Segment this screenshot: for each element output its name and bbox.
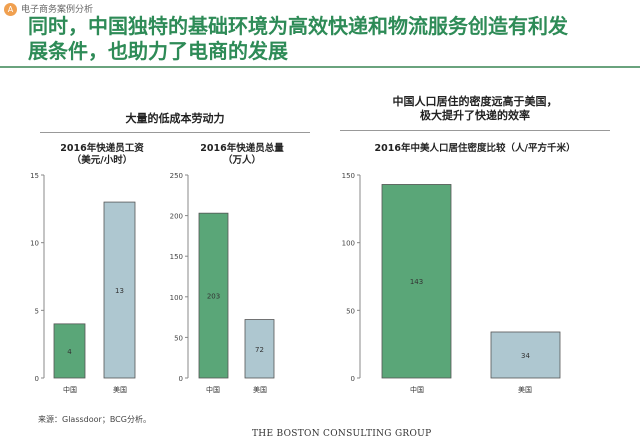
title-line-2: 展条件，也助力了电商的发展 <box>28 39 288 63</box>
chart-3-title: 2016年中美人口居住密度比较（人/平方千米） <box>345 143 605 155</box>
chart-2-title: 2016年快递员总量 （万人） <box>182 143 302 167</box>
chart-3-y-tick-label: 50 <box>346 307 355 315</box>
chart-3-y-tick-label: 0 <box>351 375 355 383</box>
chart-3-data-label-2: 34 <box>521 352 530 360</box>
chart-1-title-line-1: 2016年快递员工资 <box>60 143 144 154</box>
chart-1-title-line-2: （美元/小时） <box>71 155 133 166</box>
chart-2-y-tick-label: 0 <box>179 375 183 383</box>
left-section-rule <box>40 132 310 133</box>
chart-1-data-label-1: 4 <box>67 348 72 356</box>
chart-3-category-label-2: 美国 <box>518 385 532 394</box>
chart-2-title-line-1: 2016年快递员总量 <box>200 143 284 154</box>
chart-1-y-tick-label: 5 <box>35 307 39 315</box>
right-heading-line-1: 中国人口居住的密度远高于美国， <box>392 95 558 108</box>
chart-3-data-label-1: 143 <box>410 278 423 286</box>
chart-1-bar-1 <box>53 323 86 379</box>
chart-2-bar-1 <box>198 212 229 379</box>
chart-1-y-tick-label: 15 <box>30 172 39 180</box>
chart-2-title-line-2: （万人） <box>222 155 261 166</box>
chart-3-y-tick-label: 150 <box>342 172 355 180</box>
chart-1-category-label-1: 中国 <box>63 385 77 394</box>
chart-2-y-tick-label: 100 <box>170 294 183 302</box>
chart-3-bar-1 <box>381 184 452 379</box>
chart-2-category-label-2: 美国 <box>253 385 267 394</box>
chart-2-data-label-2: 72 <box>255 346 264 354</box>
chart-2-y-tick-label: 150 <box>170 253 183 261</box>
chart-3-category-label-1: 中国 <box>410 385 424 394</box>
right-section-heading: 中国人口居住的密度远高于美国， 极大提升了快递的效率 <box>340 95 610 123</box>
chart-2-y-tick-label: 200 <box>170 213 183 221</box>
chart-2-data-label-1: 203 <box>207 293 220 301</box>
page-title: 同时，中国独特的基础环境为高效快递和物流服务创造有利发 展条件，也助力了电商的发… <box>28 14 628 64</box>
chart-1-title: 2016年快递员工资 （美元/小时） <box>42 143 162 167</box>
chart-2-bar-2 <box>244 319 275 379</box>
title-line-1: 同时，中国独特的基础环境为高效快递和物流服务创造有利发 <box>28 14 568 38</box>
chart-1-y-tick-label: 0 <box>35 375 39 383</box>
chart-1-bar-2 <box>103 201 136 379</box>
chart-3-bar-2 <box>490 331 561 379</box>
title-divider <box>0 66 640 68</box>
right-section-rule <box>340 130 610 131</box>
chart-3-y-tick-label: 100 <box>342 240 355 248</box>
chart-2-y-tick-label: 250 <box>170 172 183 180</box>
chart-1-y-tick-label: 10 <box>30 240 39 248</box>
right-heading-line-2: 极大提升了快递的效率 <box>420 109 530 122</box>
bcg-logo: THE BOSTON CONSULTING GROUP <box>252 429 432 439</box>
chart-1-category-label-2: 美国 <box>113 385 127 394</box>
chart-2-category-label-1: 中国 <box>206 385 220 394</box>
breadcrumb: 电子商务案例分析 <box>21 5 94 15</box>
section-badge: A <box>4 3 17 16</box>
chart-3-title-line-1: 2016年中美人口居住密度比较（人/平方千米） <box>374 143 576 154</box>
left-section-heading: 大量的低成本劳动力 <box>125 112 225 125</box>
source-note: 来源：Glassdoor；BCG分析。 <box>38 415 151 424</box>
chart-2-y-tick-label: 50 <box>174 334 183 342</box>
chart-1-data-label-2: 13 <box>115 287 124 295</box>
